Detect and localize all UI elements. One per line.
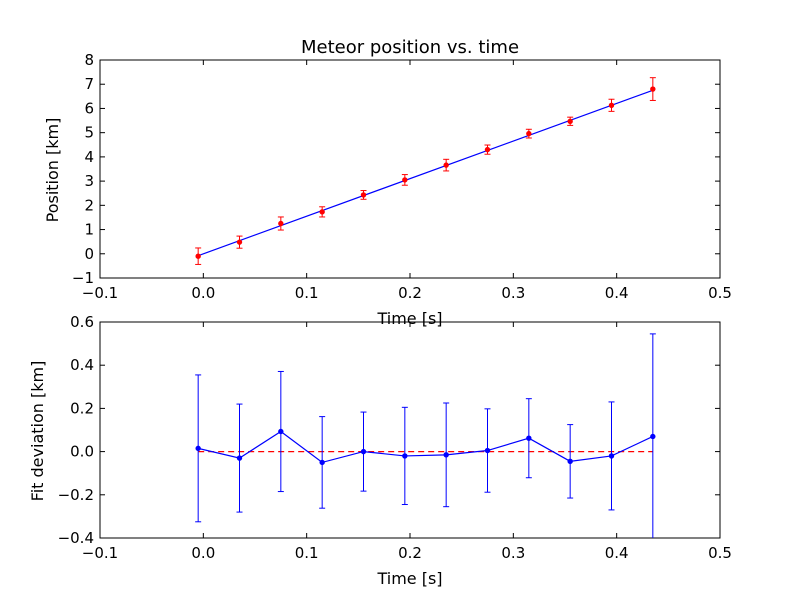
fit-line — [197, 89, 654, 257]
deviation-data-point — [484, 447, 491, 454]
deviation-data-layer — [195, 333, 656, 538]
deviation-y-axis-label: Fit deviation [km] — [28, 361, 47, 502]
deviation-x-tick-label: 0.0 — [191, 544, 215, 562]
deviation-data-point — [278, 428, 284, 435]
position-y-tick-label: 0 — [84, 245, 94, 263]
deviation-plot-area: −0.1 0.0 0.1 0.2 0.3 0.4 0.5 −0.4 −0.2 0.0 0.2 0.4 0… — [58, 313, 732, 562]
deviation-x-tick-label: 0.3 — [501, 544, 525, 562]
position-plot-area: −0.1 0.0 0.1 0.2 0.3 0.4 0.5 −1 0 1 2 3 4 5 6 7 8 — [72, 51, 732, 302]
deviation-data-point — [402, 453, 408, 459]
position-data-point — [608, 102, 615, 108]
deviation-data-point — [360, 448, 367, 455]
position-y-tick-label: 1 — [84, 221, 94, 239]
position-y-tick-label: −1 — [72, 269, 94, 287]
deviation-x-axis-label: Time [s] — [376, 569, 442, 588]
deviation-y-tick-label: 0.4 — [70, 356, 94, 374]
position-y-tick-label: 4 — [84, 148, 94, 166]
position-y-tick-label: 3 — [84, 172, 94, 190]
position-x-tick-label: 0.1 — [295, 284, 319, 302]
position-data-point — [195, 253, 201, 259]
position-data-point — [236, 239, 243, 245]
position-x-axis-label: Time [s] — [376, 309, 442, 328]
deviation-x-tick-label: 0.1 — [295, 544, 319, 562]
deviation-data-point — [526, 435, 532, 441]
position-data-point — [484, 146, 491, 153]
deviation-data-point — [195, 445, 201, 452]
position-data-point — [278, 220, 284, 227]
position-y-tick-label: 2 — [84, 196, 94, 214]
deviation-data-point — [650, 433, 656, 440]
position-y-axis-label: Position [km] — [43, 118, 62, 223]
deviation-y-tick-label: 0.0 — [70, 443, 94, 461]
position-x-tick-label: 0.4 — [605, 284, 629, 302]
position-y-tick-label: 5 — [84, 124, 94, 142]
position-data-point — [567, 118, 573, 124]
position-y-tick-label: 8 — [84, 51, 94, 69]
position-data-point — [443, 162, 449, 168]
deviation-x-tick-label: 0.2 — [398, 544, 422, 562]
deviation-data-point — [319, 459, 325, 466]
position-x-tick-label: −0.1 — [82, 284, 118, 302]
position-x-tick-label: 0.3 — [501, 284, 525, 302]
position-y-tick-label: 7 — [84, 75, 94, 93]
position-plot: Meteor position vs. time −0.1 0.0 0.1 0.2 0.… — [43, 37, 732, 328]
position-data-point — [526, 130, 532, 137]
deviation-data-point — [608, 453, 615, 459]
position-data-point — [319, 209, 325, 215]
position-x-tick-label: 0.2 — [398, 284, 422, 302]
deviation-x-tick-label: −0.1 — [82, 544, 118, 562]
chart-title: Meteor position vs. time — [301, 37, 519, 58]
position-data-point — [360, 192, 367, 198]
deviation-y-tick-label: −0.2 — [58, 486, 94, 504]
position-x-tick-label: 0.5 — [708, 284, 732, 302]
deviation-data-point — [443, 452, 449, 458]
position-x-tick-label: 0.0 — [191, 284, 215, 302]
deviation-y-tick-label: 0.6 — [70, 313, 94, 331]
deviation-x-tick-label: 0.4 — [605, 544, 629, 562]
deviation-series-line — [198, 430, 654, 464]
position-data-point — [650, 86, 656, 92]
position-y-tick-label: 6 — [84, 99, 94, 117]
deviation-plot: −0.1 0.0 0.1 0.2 0.3 0.4 0.5 −0.4 −0.2 0.0 0.2 0.4 0… — [28, 313, 732, 588]
deviation-y-tick-label: 0.2 — [70, 399, 94, 417]
deviation-x-tick-label: 0.5 — [708, 544, 732, 562]
deviation-data-point — [567, 458, 573, 465]
deviation-y-tick-label: −0.4 — [58, 529, 94, 547]
position-data-point — [402, 177, 408, 183]
position-data-layer — [195, 77, 656, 265]
deviation-data-point — [236, 455, 243, 461]
